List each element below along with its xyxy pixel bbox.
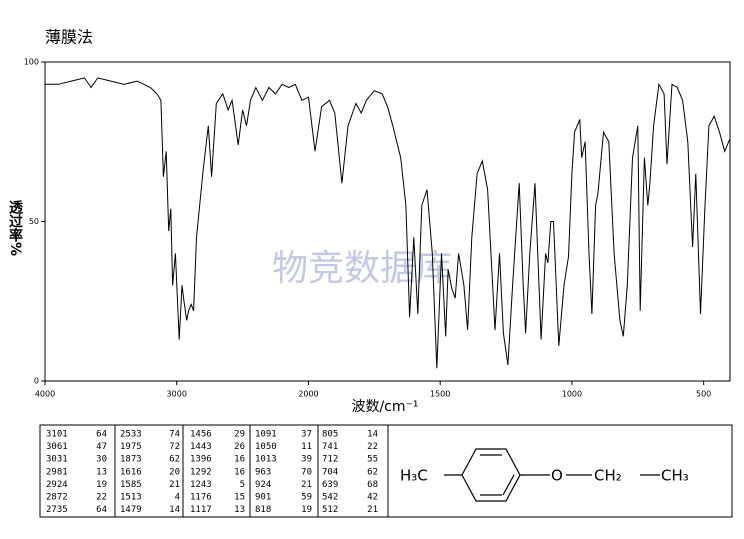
peak-transmittance: 22 [367,442,378,452]
peak-wavenumber: 2735 [46,505,68,515]
chart-title: 薄膜法 [45,28,93,47]
peak-transmittance: 72 [169,442,180,452]
peak-wavenumber: 805 [322,430,338,440]
peak-wavenumber: 1117 [190,505,212,515]
peak-wavenumber: 1616 [120,467,142,477]
peak-wavenumber: 3101 [46,430,68,440]
peak-wavenumber: 1585 [120,480,142,490]
peak-transmittance: 21 [367,505,378,515]
peak-wavenumber: 1292 [190,467,212,477]
peak-transmittance: 29 [234,430,245,440]
peak-transmittance: 64 [96,505,107,515]
x-axis-label: 波数/cm⁻¹ [351,399,418,415]
peak-wavenumber: 712 [322,455,338,465]
table-frame [39,424,733,518]
peak-wavenumber: 1513 [120,493,142,503]
peak-wavenumber: 741 [322,442,338,452]
peak-wavenumber: 2981 [46,467,68,477]
peak-transmittance: 13 [96,467,107,477]
peak-transmittance: 22 [96,493,107,503]
peak-wavenumber: 818 [255,505,271,515]
peak-transmittance: 16 [234,467,245,477]
structure [444,448,660,502]
x-tick-label: 2000 [298,390,318,399]
peak-wavenumber: 1091 [255,430,277,440]
x-tick-label: 4000 [35,390,55,399]
peak-wavenumber: 1975 [120,442,142,452]
peak-transmittance: 70 [301,467,312,477]
peak-transmittance: 64 [96,430,107,440]
peak-wavenumber: 963 [255,467,271,477]
peak-transmittance: 19 [96,480,107,490]
peak-wavenumber: 3031 [46,455,68,465]
y-axis-label: 透过率% [7,200,23,256]
spectrum-line [45,77,731,369]
peak-transmittance: 4 [175,493,180,503]
peak-wavenumber: 1396 [190,455,212,465]
peak-wavenumber: 901 [255,493,271,503]
peak-transmittance: 14 [367,430,378,440]
peak-wavenumber: 704 [322,467,338,477]
peak-transmittance: 26 [234,442,245,452]
peak-transmittance: 62 [367,467,378,477]
peak-wavenumber: 1873 [120,455,142,465]
peak-transmittance: 47 [96,442,107,452]
x-tick-label: 500 [696,390,711,399]
peak-transmittance: 21 [169,480,180,490]
x-tick-label: 3000 [167,390,187,399]
peak-wavenumber: 2533 [120,430,142,440]
structure-label: H₃C [400,467,428,485]
peak-wavenumber: 3061 [46,442,68,452]
peak-wavenumber: 1456 [190,430,212,440]
peak-wavenumber: 1013 [255,455,277,465]
peak-transmittance: 30 [96,455,107,465]
peak-transmittance: 21 [301,480,312,490]
peak-wavenumber: 924 [255,480,271,490]
peak-transmittance: 16 [234,455,245,465]
peak-transmittance: 20 [169,467,180,477]
peak-wavenumber: 2924 [46,480,68,490]
peak-transmittance: 5 [240,480,245,490]
peak-transmittance: 39 [301,455,312,465]
peak-wavenumber: 2872 [46,493,68,503]
peak-transmittance: 15 [234,493,245,503]
watermark: 物竞数据库 [272,248,452,289]
peak-transmittance: 11 [301,442,312,452]
peak-transmittance: 19 [301,505,312,515]
peak-transmittance: 13 [234,505,245,515]
peak-wavenumber: 1050 [255,442,277,452]
peak-transmittance: 55 [367,455,378,465]
x-tick-label: 1500 [430,390,450,399]
structure-label: CH₃ [661,467,689,485]
peak-wavenumber: 1176 [190,493,212,503]
peak-transmittance: 14 [169,505,180,515]
peak-transmittance: 62 [169,455,180,465]
peak-transmittance: 68 [367,480,378,490]
peak-wavenumber: 542 [322,493,338,503]
structure-label: CH₂ [594,467,622,485]
peak-transmittance: 74 [169,430,180,440]
y-tick-label: 0 [34,377,39,386]
peak-transmittance: 59 [301,493,312,503]
peak-transmittance: 37 [301,430,312,440]
peak-wavenumber: 1243 [190,480,212,490]
y-tick-label: 100 [24,58,39,67]
x-tick-label: 1000 [562,390,582,399]
peak-wavenumber: 1443 [190,442,212,452]
structure-label: O [551,467,563,485]
plot-frame [44,61,731,382]
peak-wavenumber: 639 [322,480,338,490]
peak-transmittance: 42 [367,493,378,503]
peak-wavenumber: 1479 [120,505,142,515]
y-tick-label: 50 [29,217,39,226]
peak-wavenumber: 512 [322,505,338,515]
